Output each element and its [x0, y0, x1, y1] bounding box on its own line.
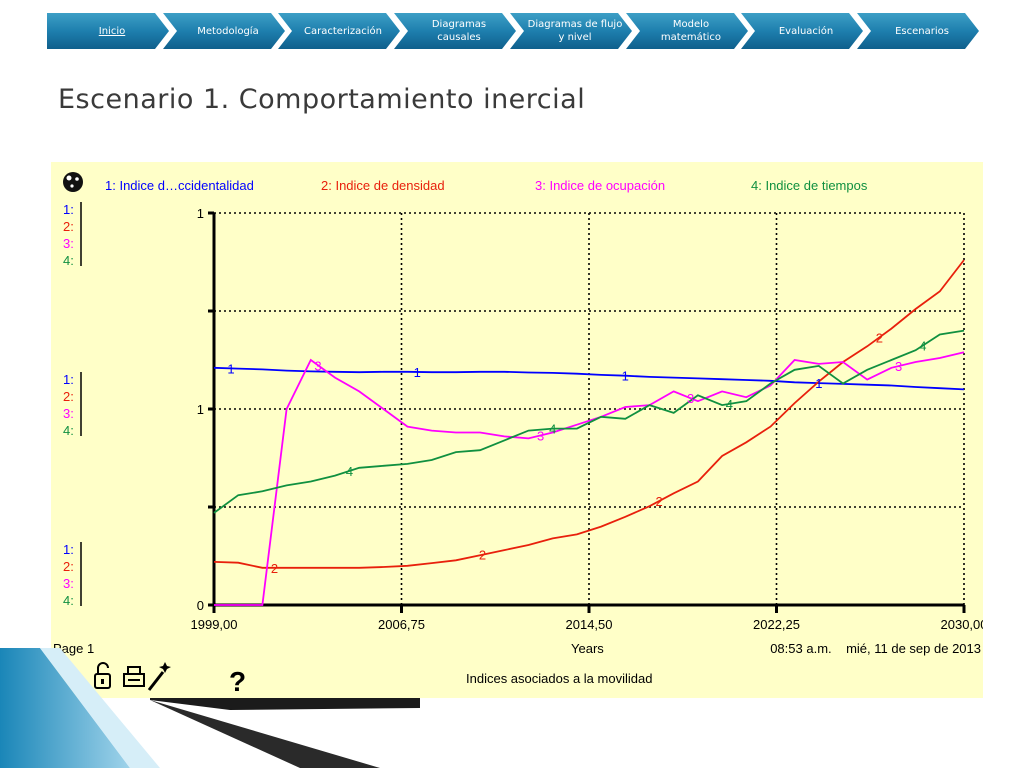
x-tick-label: 1999,00: [191, 617, 238, 632]
axis-scale-label: 1:: [63, 542, 74, 557]
legend-entry-1: 1: Indice d…ccidentalidad: [105, 178, 254, 193]
axis-scale-label: 3:: [63, 236, 74, 251]
nav-tab-label: Diagramas de flujo y nivel: [527, 19, 623, 43]
nav-tab-4[interactable]: Diagramas causales: [394, 13, 516, 49]
series-marker-3: 3: [537, 428, 544, 443]
axis-scale-label: 2:: [63, 559, 74, 574]
y-tick-label: 1: [197, 402, 204, 417]
nav-tab-label: Metodología: [197, 25, 259, 37]
nav-tab-5[interactable]: Diagramas de flujo y nivel: [510, 13, 632, 49]
series-marker-3: 3: [687, 391, 694, 406]
x-tick-label: 2022,25: [753, 617, 800, 632]
series-marker-3: 3: [314, 358, 321, 373]
nav-tab-6[interactable]: Modelo matemático: [626, 13, 748, 49]
y-tick-label: 0: [197, 598, 204, 613]
series-marker-2: 2: [656, 494, 663, 509]
x-tick-label: 2030,00: [941, 617, 984, 632]
legend-entry-2: 2: Indice de densidad: [321, 178, 445, 193]
axis-scale-label: 1:: [63, 372, 74, 387]
series-marker-4: 4: [726, 397, 733, 412]
legend-toggle-icon[interactable]: [63, 172, 83, 192]
series-line-4: [213, 329, 965, 514]
series-marker-2: 2: [479, 548, 486, 563]
x-tick-label: 2014,50: [566, 617, 613, 632]
timestamp: 08:53 a.m. mié, 11 de sep de 2013: [770, 641, 981, 656]
series-marker-4: 4: [919, 338, 926, 353]
grid: [214, 212, 965, 605]
nav-tab-label: Evaluación: [778, 25, 834, 37]
chart-title: Indices asociados a la movilidad: [466, 671, 652, 686]
series-marker-2: 2: [876, 330, 883, 345]
nav-tab-label: Caracterización: [304, 25, 382, 37]
svg-text:?: ?: [229, 666, 246, 697]
nav-tab-8[interactable]: Escenarios: [857, 13, 979, 49]
help-icon[interactable]: ?: [229, 666, 246, 697]
series-marker-4: 4: [549, 422, 556, 437]
series-line-2: [213, 259, 965, 569]
series-marker-1: 1: [414, 365, 421, 380]
nav-tab-2[interactable]: Metodología: [163, 13, 285, 49]
axis-scale-label: 4:: [63, 423, 74, 438]
series-marker-4: 4: [346, 464, 353, 479]
nav-tab-3[interactable]: Caracterización: [278, 13, 400, 49]
axis-scale-label: 2:: [63, 389, 74, 404]
series-marker-1: 1: [227, 361, 234, 376]
axis-scale-label: 3:: [63, 406, 74, 421]
legend: 1: Indice d…ccidentalidad 2: Indice de d…: [63, 172, 868, 193]
series-line-1: [213, 366, 965, 391]
lock-icon[interactable]: [94, 662, 111, 689]
axis-scale-label: 4:: [63, 253, 74, 268]
chart-panel: 1: Indice d…ccidentalidad 2: Indice de d…: [51, 162, 983, 698]
line-chart: 1: Indice d…ccidentalidad 2: Indice de d…: [53, 172, 983, 697]
top-navigation: Inicio Metodología Caracterización Diagrama…: [47, 13, 979, 49]
nav-tab-label: Escenarios: [895, 25, 949, 37]
nav-tab-7[interactable]: Evaluación: [741, 13, 863, 49]
axis-scale-label: 1:: [63, 202, 74, 217]
legend-entry-3: 3: Indice de ocupación: [535, 178, 665, 193]
series-lines: [213, 259, 965, 606]
legend-entry-4: 4: Indice de tiempos: [751, 178, 868, 193]
series-marker-3: 3: [895, 359, 902, 374]
x-axis-label: Years: [571, 641, 604, 656]
axis-scale-label: 3:: [63, 576, 74, 591]
series-line-3: [214, 351, 965, 606]
series-marker-1: 1: [815, 376, 822, 391]
y-tick-label: 1: [197, 206, 204, 221]
nav-tab-label: Inicio: [98, 25, 126, 37]
nav-tab-label: Diagramas causales: [431, 19, 487, 43]
axis-scale-label: 4:: [63, 593, 74, 608]
nav-tab-1[interactable]: Inicio: [47, 13, 169, 49]
series-marker-1: 1: [622, 369, 629, 384]
printer-icon[interactable]: [123, 666, 145, 687]
nav-tab-label: Modelo matemático: [660, 19, 722, 43]
axis-scale-label: 2:: [63, 219, 74, 234]
axes: 1 1 0 1999,00 2006,75 2014,50 2022,25 2030,00 1:…: [63, 202, 983, 632]
decorative-swoosh: [0, 648, 420, 768]
magic-wand-icon[interactable]: [147, 662, 171, 691]
series-marker-2: 2: [271, 561, 278, 576]
x-tick-label: 2006,75: [378, 617, 425, 632]
page-title: Escenario 1. Comportamiento inercial: [58, 84, 586, 115]
